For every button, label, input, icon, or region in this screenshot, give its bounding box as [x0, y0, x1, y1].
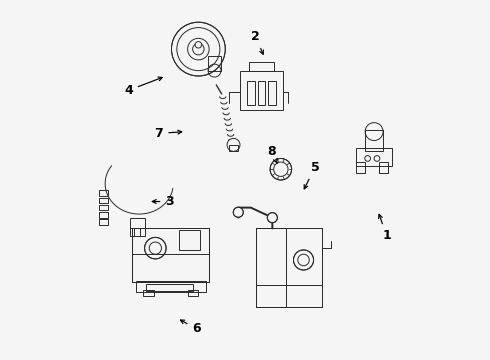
Bar [208, 56, 221, 71]
Text: 6: 6 [180, 320, 201, 335]
Bar [188, 291, 198, 296]
Bar [132, 228, 209, 282]
Bar [247, 81, 255, 105]
Bar [99, 190, 108, 196]
Bar [258, 81, 266, 105]
Circle shape [195, 41, 201, 48]
Circle shape [270, 158, 292, 180]
Bar [179, 230, 200, 250]
Bar [256, 228, 322, 307]
Circle shape [227, 138, 240, 151]
Bar [99, 212, 108, 218]
Text: 5: 5 [304, 161, 319, 189]
Text: 8: 8 [268, 145, 277, 163]
Bar [99, 198, 108, 203]
Circle shape [294, 250, 314, 270]
Circle shape [233, 207, 244, 217]
Bar [136, 282, 205, 292]
Bar [379, 162, 389, 173]
Circle shape [268, 213, 277, 223]
Text: 4: 4 [124, 77, 162, 97]
Text: 1: 1 [379, 214, 391, 242]
Bar [99, 205, 108, 211]
Bar [99, 219, 108, 225]
Bar [248, 62, 274, 71]
Bar [269, 81, 276, 105]
Bar [365, 130, 383, 151]
Circle shape [172, 22, 225, 76]
Text: 2: 2 [251, 30, 264, 54]
Bar [356, 162, 365, 173]
Bar [147, 284, 193, 291]
Circle shape [145, 237, 166, 259]
Bar [240, 71, 283, 110]
Text: 7: 7 [154, 127, 182, 140]
Bar [229, 145, 238, 151]
Text: 3: 3 [152, 195, 174, 208]
Bar [132, 228, 209, 282]
Bar [130, 218, 145, 235]
Bar [356, 148, 392, 166]
Bar [256, 228, 322, 307]
Bar [143, 291, 153, 296]
